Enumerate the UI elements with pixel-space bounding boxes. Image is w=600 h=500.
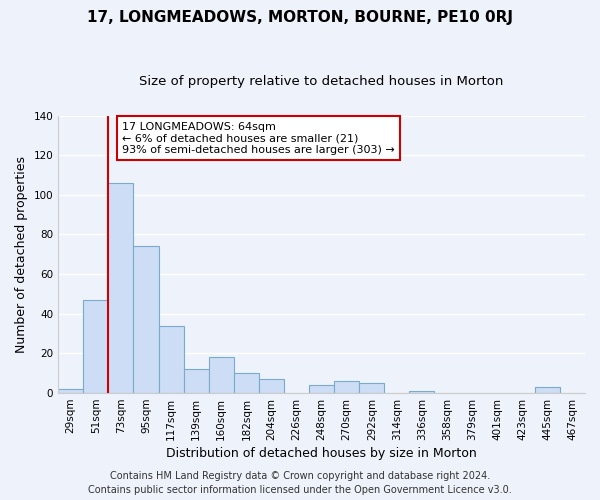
Bar bbox=[184, 370, 209, 393]
Bar bbox=[334, 381, 359, 393]
Bar bbox=[83, 300, 109, 393]
Title: Size of property relative to detached houses in Morton: Size of property relative to detached ho… bbox=[139, 75, 504, 88]
Text: 17, LONGMEADOWS, MORTON, BOURNE, PE10 0RJ: 17, LONGMEADOWS, MORTON, BOURNE, PE10 0R… bbox=[87, 10, 513, 25]
Bar bbox=[209, 358, 234, 393]
Text: Contains HM Land Registry data © Crown copyright and database right 2024.
Contai: Contains HM Land Registry data © Crown c… bbox=[88, 471, 512, 495]
Text: 17 LONGMEADOWS: 64sqm
← 6% of detached houses are smaller (21)
93% of semi-detac: 17 LONGMEADOWS: 64sqm ← 6% of detached h… bbox=[122, 122, 395, 154]
Bar bbox=[409, 391, 434, 393]
Bar bbox=[309, 385, 334, 393]
Bar bbox=[58, 389, 83, 393]
X-axis label: Distribution of detached houses by size in Morton: Distribution of detached houses by size … bbox=[166, 447, 477, 460]
Bar bbox=[133, 246, 158, 393]
Bar bbox=[259, 379, 284, 393]
Bar bbox=[234, 373, 259, 393]
Bar bbox=[109, 183, 133, 393]
Bar bbox=[359, 383, 385, 393]
Bar bbox=[158, 326, 184, 393]
Bar bbox=[535, 387, 560, 393]
Y-axis label: Number of detached properties: Number of detached properties bbox=[15, 156, 28, 353]
